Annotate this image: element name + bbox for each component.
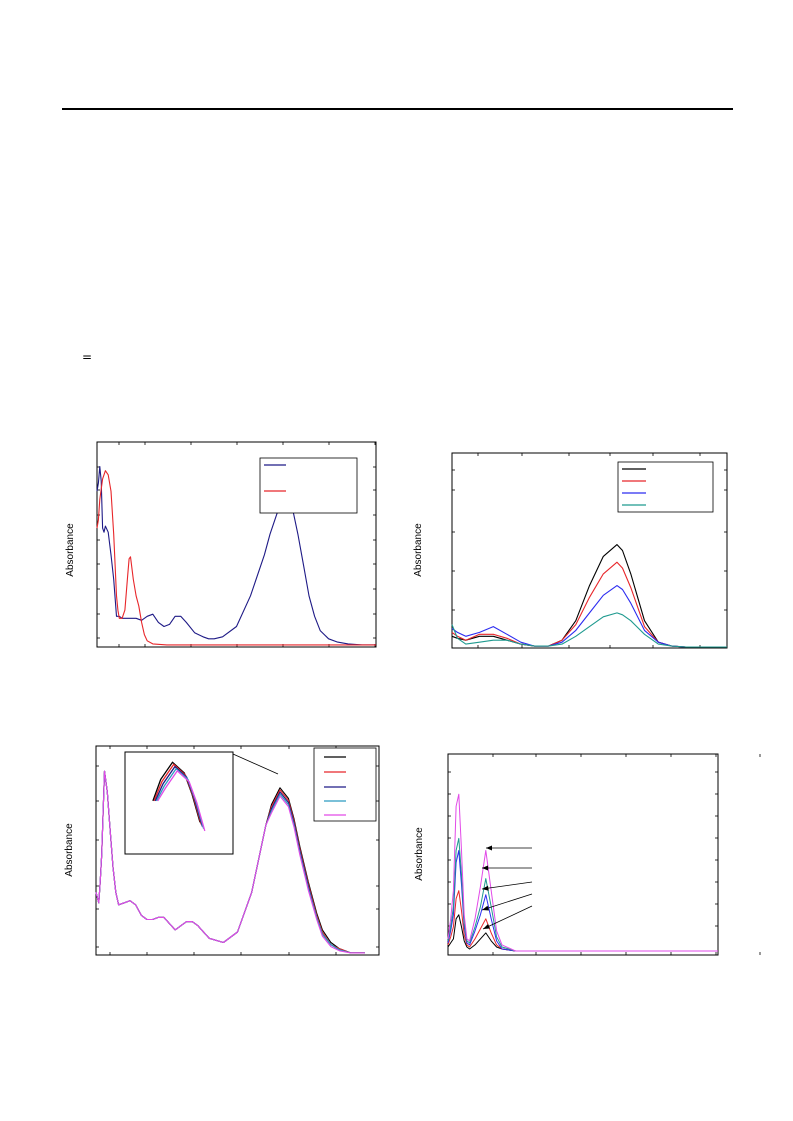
y-axis-label: Absorbance: [65, 523, 76, 577]
y-axis-label: Absorbance: [64, 823, 75, 877]
series-line-4: [95, 770, 365, 954]
chart-top-left-svg: Absorbance: [65, 441, 377, 648]
chart-bottom-left-svg: Absorbance: [64, 745, 380, 956]
plot-frame: [96, 441, 377, 648]
chart-top-right-svg: Absorbance: [413, 452, 728, 649]
series-line-4: [447, 793, 718, 952]
inset-frame: [124, 751, 234, 855]
arrow-1-head: [486, 845, 492, 851]
chart-bottom-right: Absorbance: [410, 752, 761, 958]
legend: [313, 747, 377, 822]
y-axis-label: Absorbance: [414, 827, 425, 881]
series-line-2: [447, 850, 718, 952]
chart-bottom-left: Absorbance: [60, 742, 382, 958]
legend: [617, 461, 714, 513]
legend-box: [259, 457, 358, 514]
series-group: [95, 770, 365, 954]
series-line-1: [447, 890, 718, 952]
series-line-2: [451, 585, 727, 648]
chart-top-right: Absorbance: [410, 450, 730, 652]
plot-frame: [95, 745, 380, 956]
header-rule: [62, 108, 733, 110]
series-line-0: [96, 466, 376, 646]
series-line-3: [447, 837, 718, 952]
plot-frame: [451, 452, 728, 649]
series-line-1: [96, 470, 376, 646]
chart-bottom-right-svg: Absorbance: [414, 753, 761, 956]
tick-group: [448, 754, 761, 955]
tick-group: [96, 746, 379, 955]
arrow-5-head: [483, 924, 490, 929]
series-group: [451, 544, 727, 648]
series-line-3: [451, 612, 727, 648]
arrow-4: [481, 893, 533, 911]
series-line-1: [451, 561, 727, 648]
inset-series-line-4: [157, 769, 206, 832]
legend-box: [313, 747, 377, 822]
arrow-4-head: [482, 905, 489, 911]
inset-pointer-line: [232, 753, 279, 775]
legend-box: [617, 461, 714, 513]
series-line-0: [447, 914, 718, 952]
arrow-5: [482, 905, 533, 930]
zoom-inset: [124, 751, 279, 855]
legend: [259, 457, 358, 514]
chart-top-left: Absorbance: [60, 438, 380, 650]
inset-series-group: [152, 761, 206, 832]
arrow-3: [481, 881, 533, 890]
series-group: [96, 466, 376, 646]
peak-arrows: [481, 845, 533, 930]
equals-symbol: =: [82, 350, 93, 364]
arrow-3-head: [482, 885, 489, 891]
y-axis-label: Absorbance: [413, 523, 424, 577]
series-line-0: [451, 544, 727, 648]
plot-frame: [447, 753, 719, 956]
arrow-2-head: [482, 865, 488, 871]
